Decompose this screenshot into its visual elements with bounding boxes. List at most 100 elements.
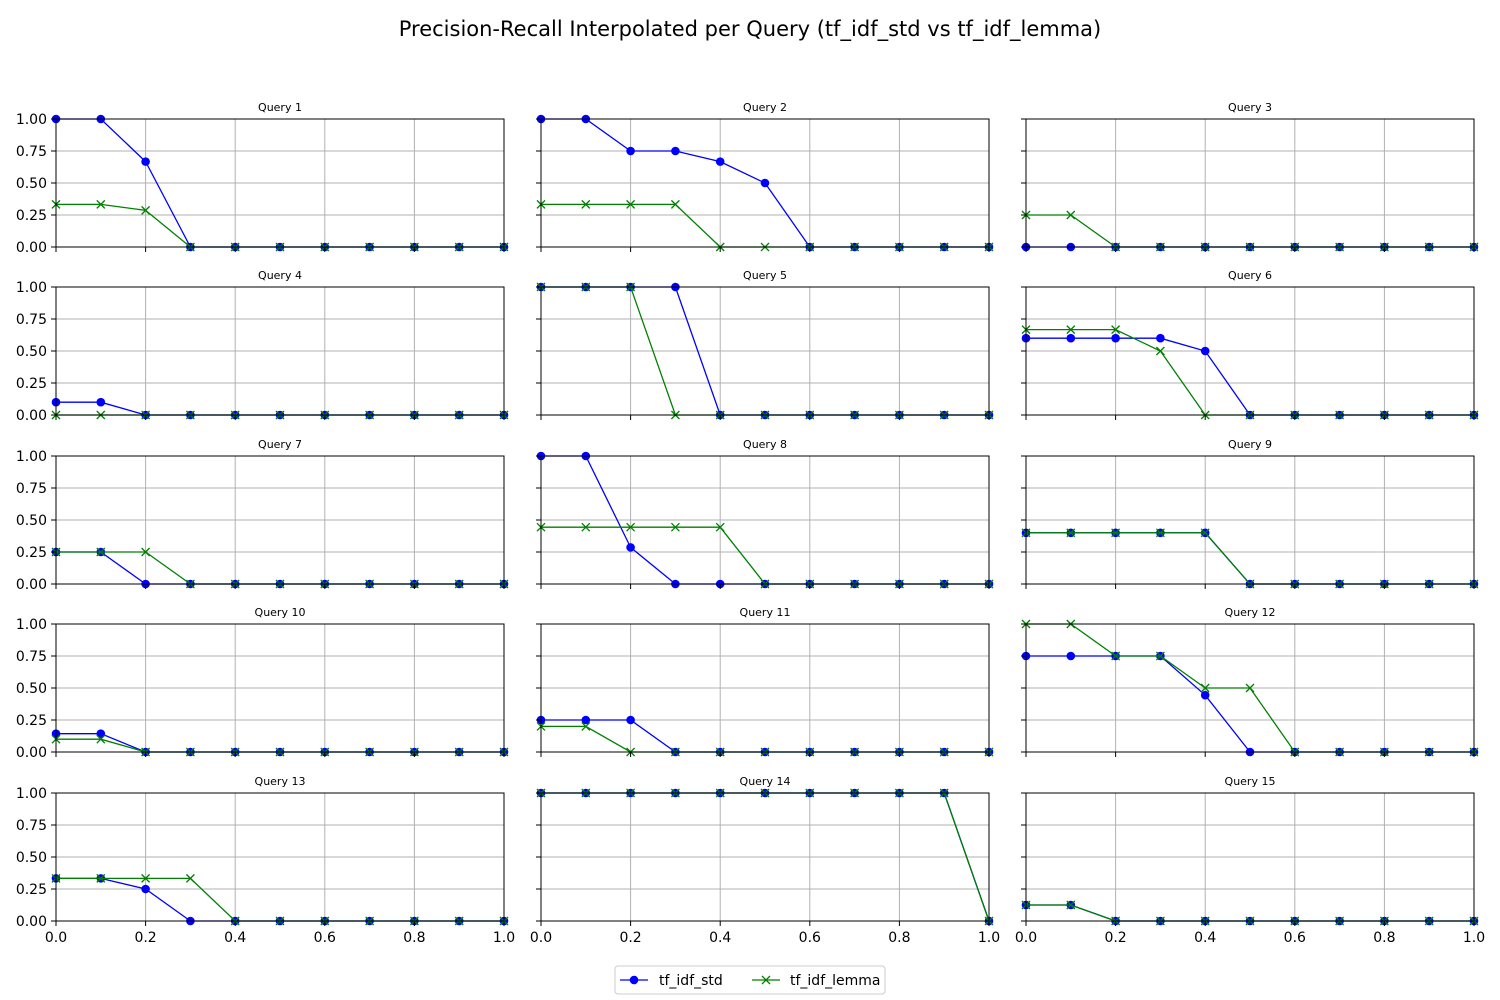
y-tick-label: 1.00 bbox=[16, 280, 47, 296]
data-point bbox=[1245, 683, 1255, 693]
subplot-title: Query 10 bbox=[255, 606, 306, 619]
y-tick-label: 0.75 bbox=[16, 481, 47, 497]
data-point bbox=[1155, 528, 1165, 538]
data-point bbox=[626, 522, 636, 532]
subplot-10: Query 10 0.00 0.25 0.50 0.75 1.00 bbox=[16, 606, 509, 761]
legend-label: tf_idf_lemma bbox=[790, 973, 880, 989]
data-point bbox=[581, 721, 591, 731]
subplot-8: Query 8 bbox=[536, 438, 994, 589]
series-tf-idf-lemma bbox=[536, 522, 994, 589]
figure-title: Precision-Recall Interpolated per Query … bbox=[399, 17, 1102, 42]
data-point bbox=[96, 397, 106, 407]
x-tick-label: 0.0 bbox=[530, 930, 552, 946]
y-tick-label: 0.50 bbox=[16, 850, 47, 866]
data-point bbox=[626, 199, 636, 209]
y-tick-label: 1.00 bbox=[16, 449, 47, 465]
series-tf-idf-std bbox=[51, 397, 509, 420]
subplot-title: Query 11 bbox=[740, 606, 791, 619]
x-tick-label: 0.0 bbox=[1015, 930, 1037, 946]
y-tick-label: 1.00 bbox=[16, 112, 47, 128]
data-point bbox=[626, 543, 635, 552]
y-tick-label: 1.00 bbox=[16, 617, 47, 633]
subplot-title: Query 5 bbox=[743, 269, 787, 282]
subplot-15: Query 15 0.0 0.2 0.4 0.6 0.8 1.0 bbox=[1015, 775, 1485, 946]
subplot-13: Query 13 0.0 0.2 0.4 0.6 0.8 1.0 0.00 0.25 0.50 0.… bbox=[16, 775, 515, 946]
y-tick-label: 0.25 bbox=[16, 376, 47, 392]
series-tf-idf-std bbox=[51, 547, 509, 589]
data-point bbox=[1066, 900, 1076, 910]
series-tf-idf-lemma bbox=[536, 199, 994, 252]
series-line bbox=[1026, 532, 1474, 585]
y-tick-label: 0.25 bbox=[16, 882, 47, 898]
subplot-title: Query 12 bbox=[1225, 606, 1276, 619]
x-tick-label: 0.8 bbox=[888, 930, 910, 946]
data-point bbox=[670, 522, 680, 532]
y-tick-label: 0.00 bbox=[16, 914, 47, 930]
subplot-6: Query 6 bbox=[1021, 269, 1479, 420]
data-point bbox=[96, 199, 106, 209]
series-line bbox=[56, 551, 504, 585]
series-line bbox=[56, 203, 504, 248]
y-tick-label: 0.75 bbox=[16, 144, 47, 160]
legend-frame bbox=[614, 965, 886, 995]
series-line bbox=[541, 203, 989, 248]
x-tick-label: 1.0 bbox=[978, 930, 1000, 946]
legend-marker-circle bbox=[629, 975, 639, 985]
subplot-title: Query 15 bbox=[1225, 775, 1276, 788]
data-point bbox=[96, 729, 106, 738]
series-tf-idf-lemma bbox=[1021, 325, 1479, 420]
data-point bbox=[760, 178, 770, 188]
legend-label: tf_idf_std bbox=[659, 973, 723, 989]
subplot-3: Query 3 bbox=[1021, 101, 1479, 252]
subplot-5: Query 5 bbox=[536, 269, 994, 420]
y-tick-label: 0.75 bbox=[16, 649, 47, 665]
x-tick-label: 1.0 bbox=[1463, 930, 1485, 946]
x-tick-label: 0.4 bbox=[1194, 930, 1216, 946]
data-point bbox=[715, 157, 725, 166]
series-line bbox=[1026, 532, 1474, 585]
subplot-title: Query 8 bbox=[743, 438, 787, 451]
data-point bbox=[1111, 528, 1121, 538]
data-point bbox=[1066, 210, 1076, 220]
subplot-title: Query 3 bbox=[1228, 101, 1272, 114]
y-tick-label: 0.75 bbox=[16, 818, 47, 834]
subplot-12: Query 12 bbox=[1021, 606, 1479, 757]
data-point bbox=[581, 522, 591, 532]
subplot-title: Query 6 bbox=[1228, 269, 1272, 282]
data-point bbox=[1066, 528, 1076, 538]
series-line bbox=[541, 526, 989, 585]
series-line bbox=[541, 719, 989, 753]
subplot-2: Query 2 bbox=[536, 101, 994, 252]
subplot-title: Query 14 bbox=[740, 775, 791, 788]
series-line bbox=[1026, 328, 1474, 416]
x-tick-label: 0.8 bbox=[403, 930, 425, 946]
legend-entry-tf-idf-lemma: tf_idf_lemma bbox=[752, 973, 880, 989]
data-point bbox=[581, 199, 591, 209]
y-tick-label: 0.50 bbox=[16, 344, 47, 360]
y-tick-label: 1.00 bbox=[16, 786, 47, 802]
series-tf-idf-lemma bbox=[51, 734, 509, 757]
series-line bbox=[1026, 655, 1474, 753]
data-point bbox=[670, 199, 680, 209]
data-point bbox=[671, 146, 680, 156]
data-point bbox=[1111, 651, 1121, 661]
x-tick-label: 1.0 bbox=[493, 930, 515, 946]
series-tf-idf-lemma bbox=[1021, 528, 1479, 589]
series-tf-idf-std bbox=[536, 715, 994, 757]
data-point bbox=[1066, 333, 1076, 343]
data-point bbox=[1155, 651, 1165, 661]
data-point bbox=[96, 873, 106, 883]
data-point bbox=[141, 547, 151, 557]
x-tick-label: 0.2 bbox=[619, 930, 641, 946]
data-point bbox=[1066, 325, 1076, 335]
y-tick-label: 0.50 bbox=[16, 176, 47, 192]
data-point bbox=[1066, 651, 1076, 661]
x-tick-label: 0.2 bbox=[134, 930, 156, 946]
x-tick-label: 0.8 bbox=[1373, 930, 1395, 946]
x-tick-label: 0.6 bbox=[1284, 930, 1306, 946]
subplot-title: Query 13 bbox=[255, 775, 306, 788]
subplot-4: Query 4 0.00 0.25 0.50 0.75 1.00 bbox=[16, 269, 509, 424]
data-point bbox=[1111, 333, 1120, 343]
subplot-1: Query 1 0.00 0.25 0.50 0.75 1.00 bbox=[16, 101, 509, 256]
